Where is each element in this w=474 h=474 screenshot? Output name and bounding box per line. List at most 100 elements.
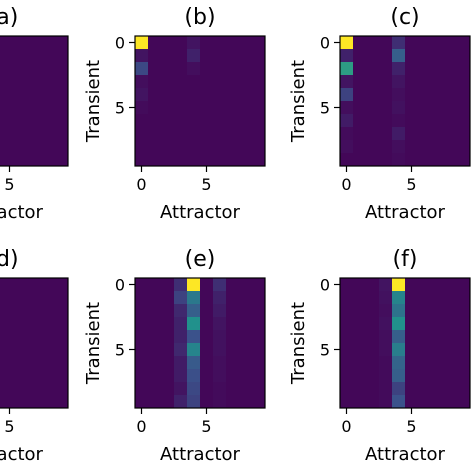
heatmap-cell bbox=[392, 153, 406, 167]
heatmap-cell bbox=[366, 114, 380, 128]
heatmap-cell bbox=[200, 356, 214, 370]
heatmap-cell bbox=[457, 356, 471, 370]
heatmap-cell bbox=[0, 140, 4, 154]
heatmap-cell bbox=[252, 356, 266, 370]
heatmap-cell bbox=[239, 62, 253, 76]
heatmap-cell bbox=[431, 127, 445, 141]
heatmap-cell bbox=[16, 88, 30, 102]
heatmap-cell bbox=[135, 356, 149, 370]
heatmap-cell bbox=[431, 49, 445, 63]
heatmap-cell bbox=[187, 330, 201, 344]
heatmap-cell bbox=[239, 278, 253, 292]
panel-f: 0 5 0 5 (f) Attractor Transient bbox=[288, 247, 471, 465]
heatmap-cell bbox=[444, 291, 458, 305]
heatmap-cell bbox=[161, 382, 175, 396]
heatmap-cell bbox=[392, 343, 406, 357]
heatmap-cell bbox=[0, 291, 4, 305]
heatmap-cell bbox=[405, 304, 419, 318]
heatmap-cell bbox=[431, 317, 445, 331]
y-axis-label: Transient bbox=[288, 60, 309, 143]
y-tick-label: 5 bbox=[115, 341, 125, 360]
heatmap-cell bbox=[392, 356, 406, 370]
heatmap-cell bbox=[366, 343, 380, 357]
heatmap-cell bbox=[418, 395, 432, 409]
heatmap-cell bbox=[161, 278, 175, 292]
heatmap-cell bbox=[55, 330, 69, 344]
heatmap-cell bbox=[55, 382, 69, 396]
heatmap-cell bbox=[0, 304, 4, 318]
heatmap-cell bbox=[457, 304, 471, 318]
y-tick-label: 0 bbox=[320, 276, 330, 295]
heatmap-cell bbox=[16, 291, 30, 305]
heatmap-cell bbox=[418, 291, 432, 305]
heatmap-cell bbox=[340, 101, 354, 115]
heatmap-cell bbox=[187, 153, 201, 167]
heatmap-cell bbox=[418, 343, 432, 357]
heatmap-cell bbox=[340, 127, 354, 141]
heatmap-cell bbox=[431, 114, 445, 128]
heatmap-cell bbox=[135, 382, 149, 396]
panel-b: 0 5 0 5 (b) Attractor Transient bbox=[83, 5, 266, 223]
heatmap-cell bbox=[3, 330, 17, 344]
heatmap-cell bbox=[457, 317, 471, 331]
heatmap-cell bbox=[444, 304, 458, 318]
heatmap-cell bbox=[379, 291, 393, 305]
heatmap-cell bbox=[135, 317, 149, 331]
heatmap-cell bbox=[42, 369, 56, 383]
heatmap-cell bbox=[161, 140, 175, 154]
heatmap-cell bbox=[187, 356, 201, 370]
heatmap-cell bbox=[239, 36, 253, 50]
heatmap-cell bbox=[379, 317, 393, 331]
heatmap-cell bbox=[392, 49, 406, 63]
panel-title: (b) bbox=[184, 5, 215, 30]
heatmap-cell bbox=[200, 36, 214, 50]
heatmap-cell bbox=[55, 140, 69, 154]
heatmap-cell bbox=[148, 49, 162, 63]
heatmap-cell bbox=[161, 330, 175, 344]
heatmap-cell bbox=[16, 101, 30, 115]
heatmap-cell bbox=[3, 304, 17, 318]
heatmap-cell bbox=[239, 304, 253, 318]
heatmap-cell bbox=[29, 291, 43, 305]
heatmap-cell bbox=[392, 36, 406, 50]
heatmap-cell bbox=[226, 343, 240, 357]
heatmap-cell bbox=[135, 114, 149, 128]
heatmap-cell bbox=[213, 343, 227, 357]
heatmap-cell bbox=[392, 330, 406, 344]
heatmap-cell bbox=[213, 317, 227, 331]
heatmap-cell bbox=[16, 114, 30, 128]
panel-a: 5 (a) Attractor bbox=[0, 5, 69, 223]
heatmap-cell bbox=[366, 75, 380, 89]
heatmap-cell bbox=[226, 140, 240, 154]
heatmap-cell bbox=[187, 36, 201, 50]
heatmap-cell bbox=[187, 127, 201, 141]
heatmap-cell bbox=[392, 75, 406, 89]
heatmap-cell bbox=[252, 330, 266, 344]
heatmap-cell bbox=[366, 140, 380, 154]
heatmap-cell bbox=[226, 356, 240, 370]
heatmap-cell bbox=[29, 153, 43, 167]
heatmap-cell bbox=[405, 343, 419, 357]
heatmap-cell bbox=[457, 140, 471, 154]
heatmap-cell bbox=[29, 36, 43, 50]
heatmap-cell bbox=[226, 153, 240, 167]
heatmap-cell bbox=[340, 395, 354, 409]
heatmap-cell bbox=[148, 153, 162, 167]
heatmap-cell bbox=[0, 36, 4, 50]
heatmap-cell bbox=[200, 62, 214, 76]
heatmap-cell bbox=[29, 140, 43, 154]
heatmap-cell bbox=[174, 304, 188, 318]
heatmap-cell bbox=[0, 369, 4, 383]
heatmap-cell bbox=[457, 127, 471, 141]
heatmap-cell bbox=[29, 369, 43, 383]
heatmap-cell bbox=[444, 330, 458, 344]
heatmap-cell bbox=[213, 114, 227, 128]
heatmap-cell bbox=[200, 343, 214, 357]
heatmap-cell bbox=[444, 36, 458, 50]
heatmap-cell bbox=[457, 62, 471, 76]
heatmap-cell bbox=[29, 395, 43, 409]
heatmap-cell bbox=[16, 382, 30, 396]
heatmap-cell bbox=[16, 356, 30, 370]
heatmap-cell bbox=[431, 88, 445, 102]
heatmap-cell bbox=[444, 382, 458, 396]
